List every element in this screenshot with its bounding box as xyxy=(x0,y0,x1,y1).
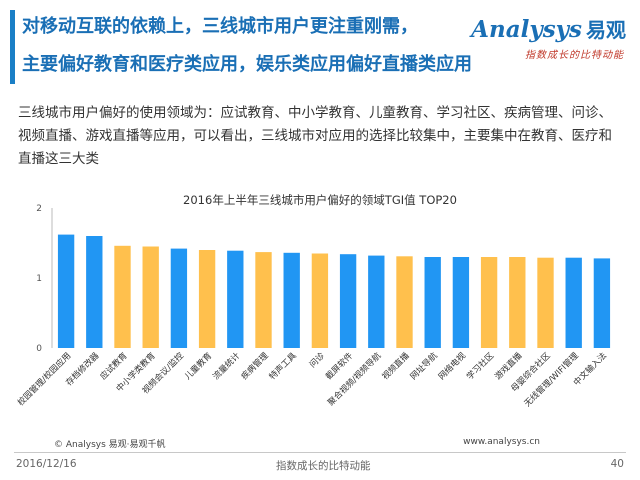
logo-cn-text: 易观 xyxy=(586,18,626,42)
bar-17 xyxy=(509,257,526,348)
bar-1 xyxy=(57,234,75,348)
bar-4 xyxy=(142,246,159,348)
bar-6 xyxy=(198,250,216,348)
logo-prefix: A xyxy=(471,16,489,43)
bar-20 xyxy=(593,258,611,348)
title-line-2: 主要偏好教育和医疗类应用，娱乐类应用偏好直播类应用 xyxy=(22,54,472,75)
title-accent-bar xyxy=(10,10,15,84)
logo-main-text: nalysys xyxy=(489,16,582,43)
footer-website: www.analysys.cn xyxy=(463,437,540,447)
bar-2 xyxy=(86,236,103,348)
x-tick-label: 校园管理/校园应用 xyxy=(15,350,73,408)
logo-tagline: 指数成长的比特动能 xyxy=(525,50,624,61)
bar-9 xyxy=(283,252,300,348)
y-tick-label: 2 xyxy=(36,204,42,214)
footer-date: 2016/12/16 xyxy=(16,458,77,470)
bar-13 xyxy=(396,256,413,348)
analysys-logo: Analysys 易观 指数成长的比特动能 xyxy=(471,14,626,70)
bar-3 xyxy=(114,245,131,348)
x-tick-label: 流量统计 xyxy=(211,350,243,382)
slide-title: 对移动互联的依赖上，三线城市用户更注重刚需， 主要偏好教育和医疗类应用，娱乐类应… xyxy=(22,8,492,84)
bar-11 xyxy=(339,254,357,348)
bar-10 xyxy=(311,253,329,348)
x-tick-label: 疾病管理 xyxy=(239,350,271,382)
y-tick-label: 1 xyxy=(36,274,42,284)
footer-source: © Analysys 易观·易观千帆 xyxy=(54,440,166,450)
x-tick-label: 网络电视 xyxy=(436,350,468,382)
bar-5 xyxy=(170,248,188,348)
x-tick-label: 问诊 xyxy=(307,350,327,370)
bar-15 xyxy=(452,257,470,348)
page-number: 40 xyxy=(610,458,624,470)
title-line-1: 对移动互联的依赖上，三线城市用户更注重刚需， xyxy=(22,16,418,37)
bar-12 xyxy=(368,255,385,348)
bar-19 xyxy=(565,257,582,348)
x-tick-label: 儿童教育 xyxy=(182,350,214,382)
chart-svg: 2016年上半年三线城市用户偏好的领域TGI值 TOP20 0 1 2 校园管理/校… xyxy=(15,193,611,409)
body-paragraph: 三线城市用户偏好的使用领域为：应试教育、中小学教育、儿童教育、学习社区、疾病管理… xyxy=(18,105,612,167)
bar-8 xyxy=(255,252,272,348)
x-tick-label: 特声工具 xyxy=(267,350,299,382)
y-axis: 0 1 2 xyxy=(36,204,53,354)
bar-14 xyxy=(424,257,441,348)
footer-divider xyxy=(14,452,626,453)
x-tick-label: 聚合视频/视频导航 xyxy=(326,350,384,408)
footer-slogan: 指数成长的比特动能 xyxy=(276,460,371,472)
x-tick-label: 学习社区 xyxy=(464,350,496,382)
x-labels-group: 校园管理/校园应用存档修改器应试教育中小学类教育视频会议/监控儿童教育流量统计疾… xyxy=(15,350,609,409)
bars-group xyxy=(57,234,611,348)
chart-title: 2016年上半年三线城市用户偏好的领域TGI值 TOP20 xyxy=(183,193,457,207)
tgi-bar-chart: 2016年上半年三线城市用户偏好的领域TGI值 TOP20 0 1 2 校园管理/校… xyxy=(0,188,640,428)
y-tick-label: 0 xyxy=(36,344,42,354)
logo-wordmark: Analysys 易观 xyxy=(471,14,626,43)
x-tick-label: 视频直播 xyxy=(380,350,412,382)
x-tick-label: 网址导航 xyxy=(408,350,440,382)
bar-7 xyxy=(227,250,244,348)
bar-16 xyxy=(480,257,498,348)
bar-18 xyxy=(537,257,554,348)
